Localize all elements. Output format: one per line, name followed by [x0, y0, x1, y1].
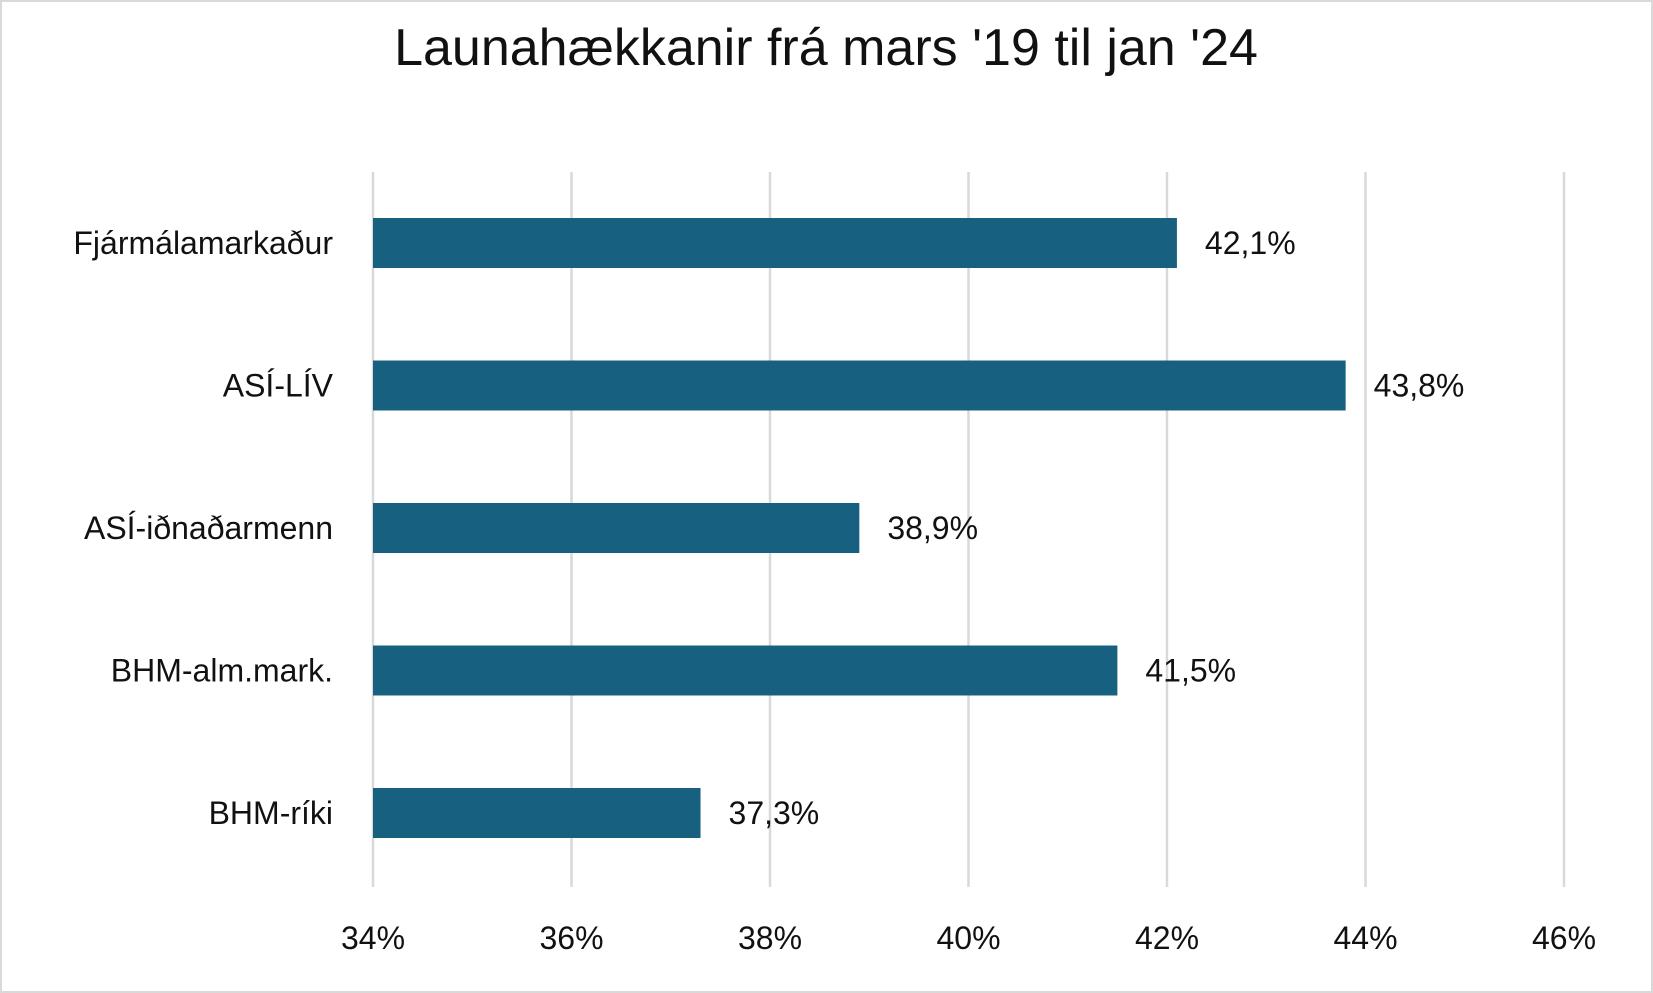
category-label: BHM-ríki: [209, 795, 333, 831]
x-tick-label: 38%: [738, 920, 802, 956]
x-tick-label: 36%: [539, 920, 603, 956]
data-label: 43,8%: [1374, 368, 1465, 404]
bar: [373, 503, 860, 553]
bar: [373, 360, 1346, 411]
data-label: 38,9%: [887, 510, 978, 546]
category-label: ASÍ-iðnaðarmenn: [84, 510, 333, 546]
category-label: BHM-alm.mark.: [111, 653, 333, 689]
data-label: 37,3%: [729, 795, 820, 831]
x-tick-label: 46%: [1532, 920, 1596, 956]
category-label: Fjármálamarkaður: [73, 225, 333, 261]
x-tick-label: 44%: [1333, 920, 1397, 956]
bar: [373, 645, 1118, 696]
chart-title: Launahækkanir frá mars '19 til jan '24: [394, 19, 1258, 77]
data-label: 42,1%: [1205, 225, 1296, 261]
x-tick-label: 34%: [341, 920, 405, 956]
bar: [373, 788, 701, 838]
category-label: ASÍ-LÍV: [223, 368, 334, 404]
x-tick-label: 42%: [1135, 920, 1199, 956]
data-label: 41,5%: [1145, 653, 1236, 689]
x-tick-label: 40%: [936, 920, 1000, 956]
bar: [373, 218, 1177, 268]
